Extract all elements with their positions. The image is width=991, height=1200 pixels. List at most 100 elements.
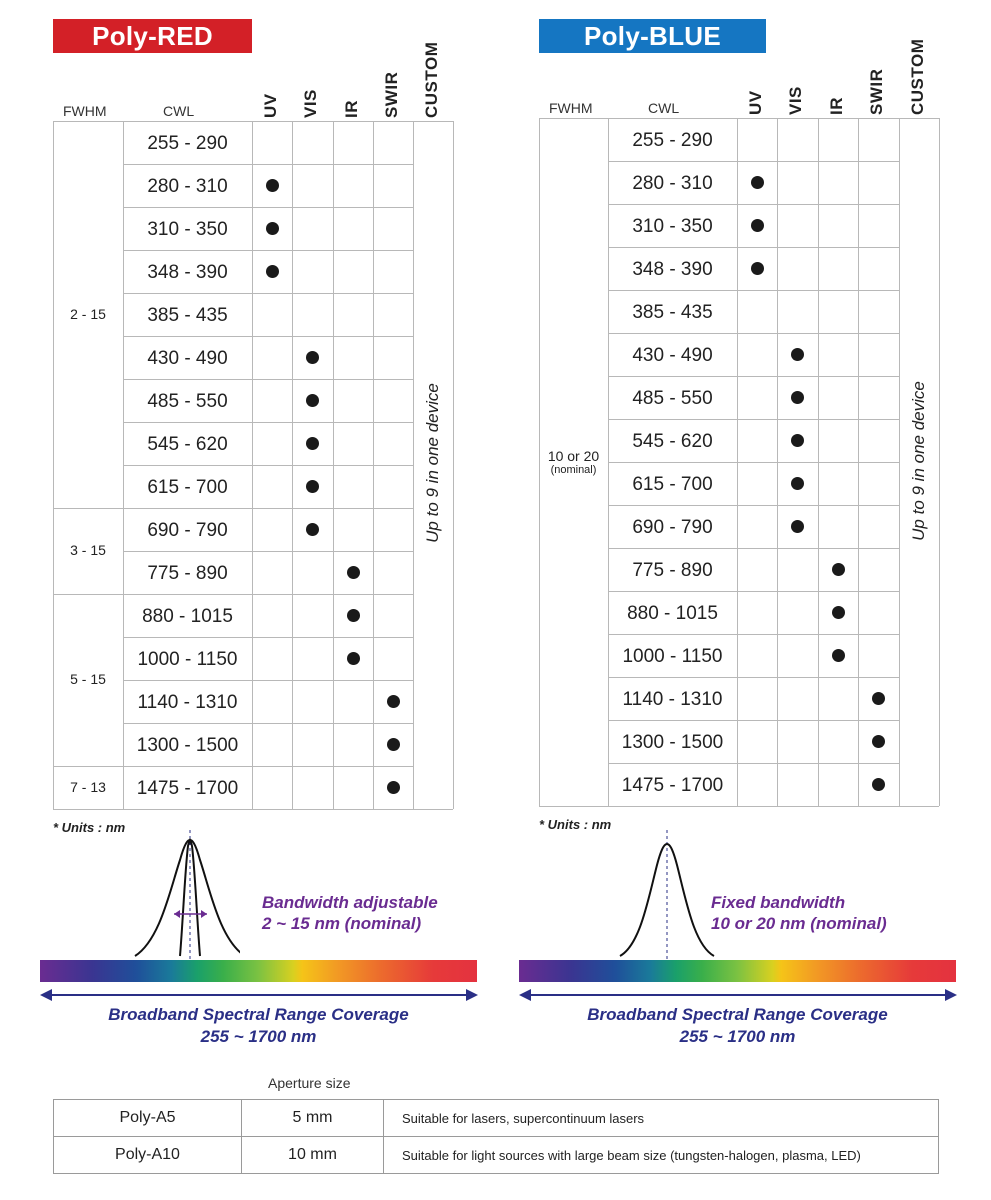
- grid-line: [53, 809, 453, 810]
- grid-line: [53, 766, 123, 767]
- cwl-value: 1300 - 1500: [621, 731, 724, 753]
- size-cell: 10 mm: [241, 1136, 384, 1174]
- cwl-value: 310 - 350: [147, 218, 228, 240]
- cwl-value: 348 - 390: [632, 258, 713, 280]
- fwhm-main: 10 or 20: [547, 448, 600, 464]
- band-dot-vis: [790, 434, 804, 447]
- grid-line: [123, 336, 413, 337]
- cwl-value: 1000 - 1150: [137, 648, 238, 670]
- blue-units-note: * Units : nm: [539, 817, 612, 832]
- grid-line: [737, 118, 738, 806]
- grid-line: [608, 290, 899, 291]
- band-dot-uv: [265, 179, 279, 192]
- fwhm-header: FWHM: [63, 103, 107, 119]
- grid-line: [123, 680, 413, 681]
- red-range-arrow: [40, 989, 478, 1001]
- grid-line: [608, 118, 609, 806]
- size-cell: 5 mm: [241, 1099, 384, 1137]
- band-header-uv: UV: [261, 93, 280, 118]
- band-dot-ir: [831, 649, 845, 662]
- fixed-bandwidth-diagram: [619, 830, 715, 960]
- grid-line: [53, 594, 123, 595]
- custom-column-note: Up to 9 in one device: [423, 383, 442, 543]
- band-dot-swir: [871, 778, 885, 791]
- grid-line: [123, 594, 413, 595]
- grid-line: [123, 508, 413, 509]
- cwl-value: 280 - 310: [632, 172, 713, 194]
- grid-line: [539, 806, 939, 807]
- grid-line: [608, 376, 899, 377]
- grid-line: [608, 505, 899, 506]
- band-header-ir: IR: [827, 97, 846, 115]
- cwl-value: 485 - 550: [632, 387, 713, 409]
- cwl-value: 1300 - 1500: [136, 734, 239, 756]
- band-dot-vis: [305, 480, 319, 493]
- grid-line: [608, 720, 899, 721]
- cwl-value: 485 - 550: [147, 390, 228, 412]
- cwl-value: 1475 - 1700: [621, 774, 724, 796]
- grid-line: [818, 118, 819, 806]
- poly-blue-title: Poly-BLUE: [539, 19, 766, 53]
- grid-line: [123, 465, 413, 466]
- band-dot-swir: [386, 738, 400, 751]
- grid-line: [608, 548, 899, 549]
- aperture-size-header: Aperture size: [268, 1075, 351, 1091]
- table-row: Poly-A5 5 mm Suitable for lasers, superc…: [53, 1099, 939, 1137]
- grid-line: [939, 118, 940, 806]
- band-dot-vis: [305, 437, 319, 450]
- grid-line: [777, 118, 778, 806]
- fwhm-header: FWHM: [549, 100, 593, 116]
- band-dot-uv: [750, 262, 764, 275]
- band-header-custom: CUSTOM: [422, 41, 441, 118]
- table-row: Poly-A10 10 mm Suitable for light source…: [53, 1136, 939, 1174]
- grid-line: [608, 161, 899, 162]
- cwl-value: 615 - 700: [147, 476, 228, 498]
- red-coverage-label: Broadband Spectral Range Coverage 255 ~ …: [40, 1004, 477, 1048]
- cwl-value: 255 - 290: [632, 129, 713, 151]
- cwl-value: 615 - 700: [632, 473, 713, 495]
- grid-line: [333, 121, 334, 809]
- grid-line: [608, 247, 899, 248]
- model-cell: Poly-A10: [53, 1136, 242, 1174]
- bandwidth-adjustable-line1: Bandwidth adjustable: [262, 893, 438, 912]
- cwl-value: 430 - 490: [632, 344, 713, 366]
- grid-line: [858, 118, 859, 806]
- cwl-header: CWL: [648, 100, 680, 116]
- band-header-swir: SWIR: [867, 68, 886, 115]
- band-dot-uv: [750, 219, 764, 232]
- fwhm-value: 5 - 15: [70, 671, 106, 687]
- band-header-vis: VIS: [301, 89, 320, 118]
- cwl-value: 1000 - 1150: [622, 645, 723, 667]
- grid-line: [123, 422, 413, 423]
- band-dot-ir: [346, 652, 360, 665]
- blue-coverage-line1: Broadband Spectral Range Coverage: [587, 1005, 888, 1024]
- grid-line: [413, 121, 414, 809]
- bandwidth-adjustable-line2: 2 ~ 15 nm (nominal): [262, 914, 422, 933]
- grid-line: [608, 204, 899, 205]
- fixed-bandwidth-line2: 10 or 20 nm (nominal): [711, 914, 887, 933]
- cwl-header: CWL: [163, 103, 195, 119]
- cwl-value: 430 - 490: [147, 347, 228, 369]
- grid-line: [608, 591, 899, 592]
- red-spectrum-bar: [40, 960, 477, 982]
- band-dot-vis: [790, 348, 804, 361]
- grid-line: [53, 121, 453, 122]
- cwl-value: 545 - 620: [147, 433, 228, 455]
- cwl-value: 385 - 435: [632, 301, 713, 323]
- model-cell: Poly-A5: [53, 1099, 242, 1137]
- blue-coverage-label: Broadband Spectral Range Coverage 255 ~ …: [519, 1004, 956, 1048]
- grid-line: [539, 118, 540, 806]
- band-dot-ir: [831, 606, 845, 619]
- blue-spectrum-bar: [519, 960, 956, 982]
- bandwidth-adjustable-label: Bandwidth adjustable 2 ~ 15 nm (nominal): [262, 892, 438, 934]
- grid-line: [53, 508, 123, 509]
- band-header-vis: VIS: [786, 86, 805, 115]
- band-dot-uv: [265, 265, 279, 278]
- band-dot-uv: [750, 176, 764, 189]
- band-header-uv: UV: [746, 90, 765, 115]
- fwhm-value: 7 - 13: [70, 778, 106, 795]
- band-header-ir: IR: [342, 100, 361, 118]
- note-cell: Suitable for light sources with large be…: [383, 1136, 939, 1174]
- cwl-value: 775 - 890: [632, 559, 713, 581]
- grid-line: [53, 121, 54, 809]
